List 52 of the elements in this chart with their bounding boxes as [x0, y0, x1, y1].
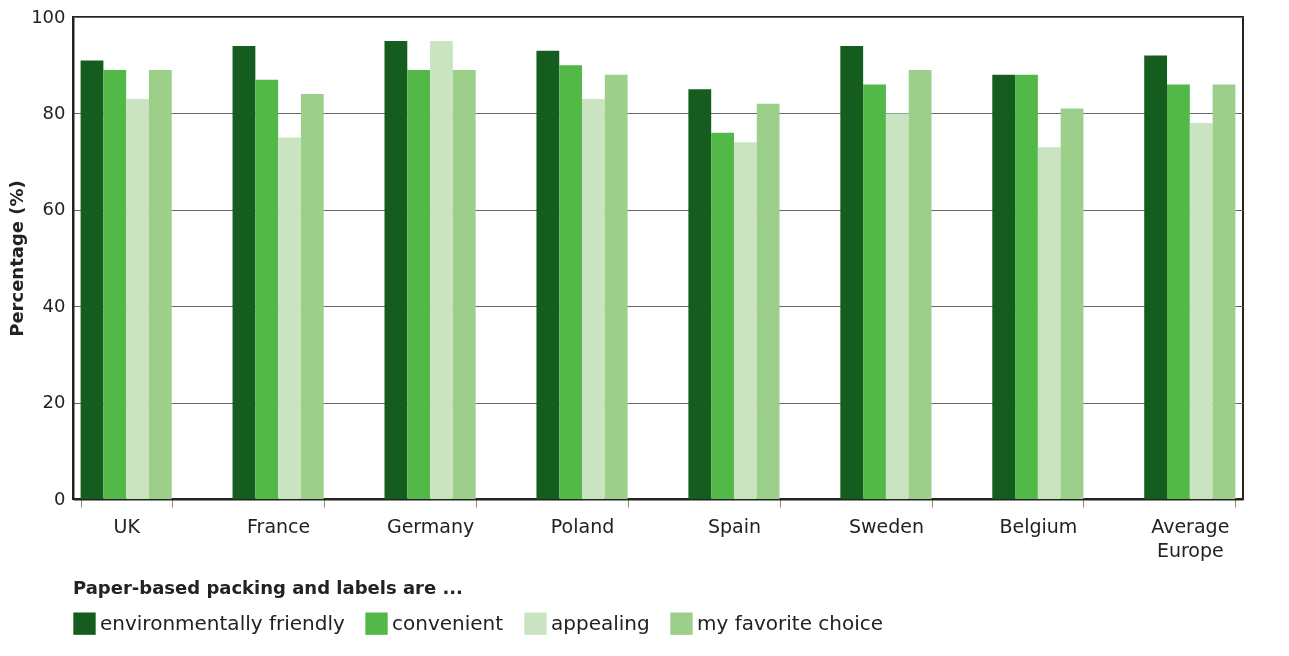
- bar: [1037, 147, 1061, 499]
- bar: [604, 74, 628, 499]
- bar: [1144, 55, 1168, 499]
- bar: [688, 89, 712, 499]
- bar: [300, 94, 324, 499]
- y-tick-label: 80: [42, 101, 66, 123]
- bar: [992, 74, 1016, 499]
- x-tick-label: Average Europe: [1151, 514, 1230, 561]
- legend-label: convenient: [392, 610, 504, 635]
- x-tick-label: Poland: [550, 514, 615, 537]
- x-tick-label: Germany: [386, 514, 475, 537]
- bar: [148, 70, 172, 499]
- bar: [407, 70, 431, 499]
- bar: [1167, 84, 1190, 499]
- bar: [756, 103, 780, 499]
- y-tick-label: 40: [42, 294, 66, 316]
- bar: [126, 98, 149, 499]
- legend-label: my favorite choice: [697, 610, 884, 635]
- bar: [1015, 74, 1038, 499]
- bar: [384, 41, 408, 499]
- legend-title: Paper-based packing and labels are ...: [73, 577, 463, 598]
- bar: [840, 45, 864, 499]
- bar: [733, 142, 757, 499]
- bar: [232, 45, 256, 499]
- bar: [1189, 123, 1213, 499]
- x-tick-label: France: [247, 514, 311, 537]
- bar: [255, 79, 279, 499]
- legend-label: environmentally friendly: [100, 610, 345, 635]
- y-tick-label: 60: [42, 198, 66, 220]
- bar: [536, 50, 560, 499]
- y-tick-label: 20: [42, 391, 66, 413]
- bar: [1212, 84, 1236, 499]
- y-axis-title: Percentage (%): [6, 180, 28, 337]
- bar: [430, 41, 453, 499]
- legend-label: appealing: [551, 610, 650, 635]
- bar: [559, 65, 583, 499]
- bar: [885, 113, 909, 499]
- bar: [711, 132, 734, 499]
- bar: [103, 70, 127, 499]
- y-tick-label: 100: [31, 5, 66, 27]
- bar: [278, 137, 301, 499]
- bar: [1060, 108, 1084, 499]
- bar: [80, 60, 104, 499]
- bar: [582, 98, 605, 499]
- x-tick-label: Belgium: [999, 514, 1078, 537]
- x-tick-label: Sweden: [848, 514, 924, 537]
- bar: [863, 84, 886, 499]
- bar: [452, 70, 476, 499]
- x-tick-label: UK: [113, 514, 141, 537]
- x-tick-label: Spain: [707, 514, 762, 537]
- y-tick-label: 0: [54, 487, 66, 509]
- bar: [908, 70, 932, 499]
